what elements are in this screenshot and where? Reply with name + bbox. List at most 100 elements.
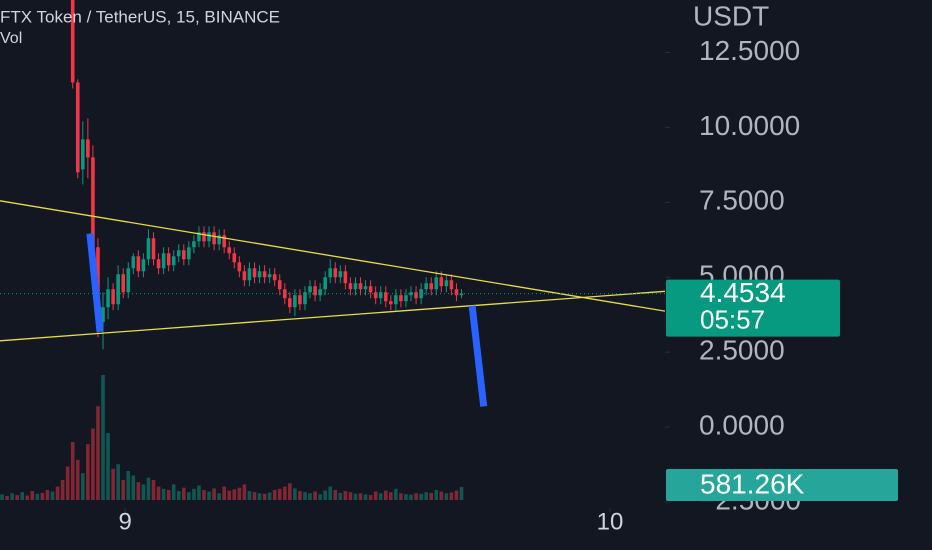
volume-bar [50,491,55,500]
candle-body [424,283,428,290]
arrow-drawing [468,305,488,407]
volume-bar [323,490,327,500]
candle-body [242,271,247,281]
volume-bar [5,495,9,500]
volume-bar [171,484,176,500]
candle-body [363,286,368,290]
candle-body [187,247,191,260]
volume-bar [136,482,141,500]
chart-title: FTX Token / TetherUS, 15, BINANCE [0,7,280,26]
candle-body [267,274,272,278]
candle-body [434,277,439,290]
candle-body [171,256,176,266]
trend-line [0,290,665,342]
candle-body [207,232,211,242]
candle-body [293,295,297,308]
volume-bar [25,495,30,500]
volume-bar [207,491,211,500]
volume-bar [15,495,19,500]
candle-body [262,271,267,278]
volume-bar [70,441,75,500]
candle-body [439,277,444,287]
candle-body [232,253,237,263]
candle-body [338,271,343,278]
candle-body [131,256,136,269]
volume-bar [30,491,35,500]
volume-bar [348,492,353,500]
y-tick-label: 12.5000 [699,35,800,66]
volume-bar [333,489,338,500]
candle-body [181,250,186,260]
volume-bar [187,492,191,500]
candle-body [166,253,171,266]
candle-body [328,268,333,278]
volume-bar [96,406,100,500]
candle-body [419,289,423,299]
candle-body [252,268,257,278]
candle-body [399,295,403,302]
volume-bar [454,490,459,500]
candle-body [141,259,146,272]
volume-bar [197,485,201,500]
volume-bar [308,493,312,500]
volume-bar [338,492,343,500]
candle-body [156,259,161,269]
countdown: 05:57 [700,305,765,335]
volume-bar [313,491,317,500]
volume-bar [181,487,186,500]
candle-body [449,280,454,290]
volume-bar [434,489,439,500]
volume-bar [318,494,322,500]
volume-bar [55,486,60,500]
volume-bar [409,494,413,500]
volume-bar [106,433,110,500]
volume-bar [126,470,131,500]
candle-body [414,292,418,299]
volume-bar [20,492,25,500]
volume-bar [40,492,45,500]
volume-bar [272,489,277,500]
candle-body [277,280,282,290]
volume-bar [232,489,237,500]
candle-body [106,289,110,308]
volume-bar [146,477,151,500]
volume-bar [439,491,444,500]
volume-bar [298,491,302,500]
candle-body [373,292,378,299]
candle-body [444,280,449,287]
volume-bar [222,486,226,500]
candle-body [136,256,141,272]
candle-body [298,295,302,305]
candle-body [459,293,464,296]
y-tick-label: 7.5000 [699,185,785,216]
volume-bar [217,493,221,500]
volume-bar [237,487,242,500]
volume-bar [247,491,252,500]
candle-body [429,283,434,290]
candle-body [368,286,373,293]
volume-bar [75,459,80,500]
volume-bar [91,428,95,500]
volume-title: Vol [0,30,22,47]
volume-bar [141,484,146,500]
volume-bar [444,493,449,500]
x-tick-label: 9 [119,508,132,535]
volume-bar [383,490,388,500]
volume-bar [86,444,90,500]
candle-body [454,289,459,296]
volume-label-box [666,469,898,502]
volume-bar [277,488,282,500]
volume-bar [288,483,292,500]
volume-bar [242,484,247,500]
candle-body [348,283,353,290]
candle-body [126,268,131,293]
x-tick-label: 10 [597,508,624,535]
volume-bar [121,479,126,500]
volume-bar [192,488,196,500]
trend-line [0,200,665,312]
candle-body [383,292,388,302]
volume-bar [424,492,428,500]
volume-bar [459,487,464,500]
